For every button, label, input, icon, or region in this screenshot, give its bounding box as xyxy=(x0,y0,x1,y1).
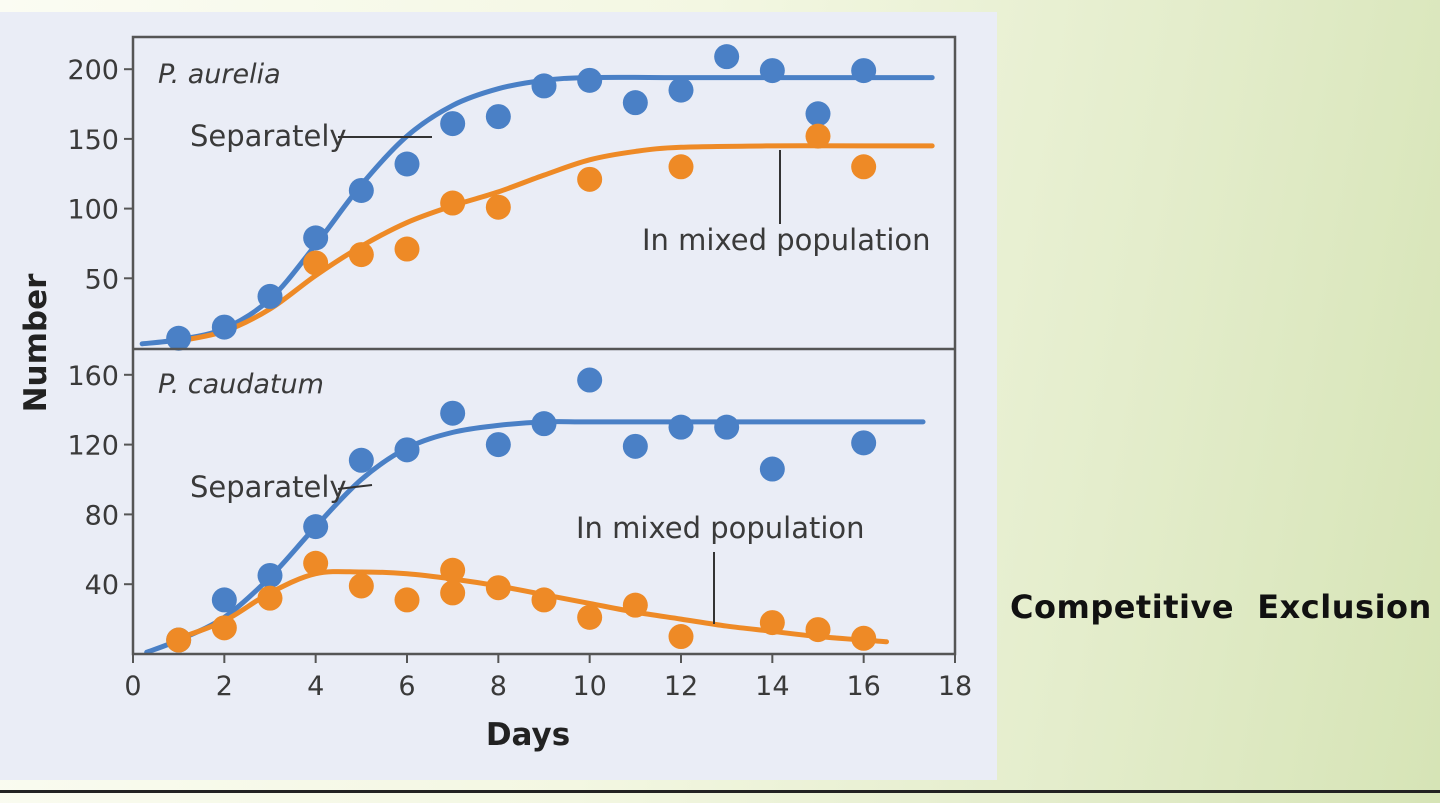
data-point-separately-panel1 xyxy=(440,111,466,137)
data-point-separately-panel2 xyxy=(851,430,877,456)
data-point-separately-panel1 xyxy=(211,314,237,340)
data-point-mixed-panel1 xyxy=(303,250,329,276)
data-point-separately-panel2 xyxy=(348,447,374,473)
data-point-mixed-panel2 xyxy=(851,625,877,651)
data-point-mixed-panel2 xyxy=(303,550,329,576)
data-point-mixed-panel2 xyxy=(348,573,374,599)
data-point-mixed-panel2 xyxy=(668,624,694,650)
bottom-divider xyxy=(0,790,1440,793)
y-tick-label-panel1: 50 xyxy=(85,264,119,295)
data-point-separately-panel1 xyxy=(851,58,877,84)
annotation-leader-separately-panel2 xyxy=(337,484,373,490)
fit-curve-mixed-panel1 xyxy=(176,143,935,344)
x-tick-label: 14 xyxy=(755,671,789,702)
data-point-separately-panel2 xyxy=(622,433,648,459)
x-tick-label: 4 xyxy=(307,671,324,702)
annotation-mixed-panel1: In mixed population xyxy=(642,223,931,257)
data-point-separately-panel1 xyxy=(714,44,740,70)
species-label-panel2: P. caudatum xyxy=(158,369,324,400)
annotation-mixed-panel2: In mixed population xyxy=(576,511,865,545)
data-point-separately-panel2 xyxy=(485,432,511,458)
data-point-separately-panel2 xyxy=(531,411,557,437)
fit-curve-separately-panel2 xyxy=(144,419,926,655)
data-point-mixed-panel2 xyxy=(440,580,466,606)
data-point-separately-panel1 xyxy=(303,225,329,251)
data-point-mixed-panel1 xyxy=(577,166,603,192)
data-point-mixed-panel2 xyxy=(257,585,283,611)
fit-curve-mixed-panel2 xyxy=(176,569,889,645)
data-point-separately-panel2 xyxy=(668,414,694,440)
data-point-separately-panel1 xyxy=(622,90,648,116)
data-point-separately-panel2 xyxy=(211,587,237,613)
chart-figure: 50 100 150 200 P. aurelia 40 80 120 160 P. caudat… xyxy=(0,12,997,780)
data-point-separately-panel2 xyxy=(759,456,785,482)
x-tick-label: 8 xyxy=(490,671,507,702)
y-axis-title: Number xyxy=(18,273,54,413)
data-point-mixed-panel2 xyxy=(166,627,192,653)
x-tick-label: 18 xyxy=(938,671,972,702)
data-point-separately-panel1 xyxy=(348,177,374,203)
data-point-separately-panel1 xyxy=(166,325,192,351)
data-point-separately-panel2 xyxy=(577,367,603,393)
y-tick-label-panel1: 200 xyxy=(67,55,119,86)
y-tick-label-panel2: 80 xyxy=(85,500,119,531)
data-point-mixed-panel1 xyxy=(805,123,831,149)
data-point-mixed-panel2 xyxy=(394,587,420,613)
data-point-separately-panel2 xyxy=(714,414,740,440)
species-label-panel1: P. aurelia xyxy=(158,59,281,90)
data-point-mixed-panel2 xyxy=(759,610,785,636)
data-point-mixed-panel2 xyxy=(622,592,648,618)
data-point-mixed-panel2 xyxy=(805,617,831,643)
data-point-mixed-panel1 xyxy=(394,236,420,262)
y-tick-label-panel2: 160 xyxy=(67,361,119,392)
x-tick-label: 12 xyxy=(664,671,698,702)
data-point-mixed-panel2 xyxy=(440,557,466,583)
y-tick-label-panel2: 120 xyxy=(67,431,119,462)
y-tick-label-panel1: 150 xyxy=(67,125,119,156)
data-point-mixed-panel1 xyxy=(851,154,877,180)
data-point-separately-panel2 xyxy=(440,400,466,426)
data-point-separately-panel1 xyxy=(257,283,283,309)
data-point-mixed-panel2 xyxy=(577,604,603,630)
annotation-separately-panel2: Separately xyxy=(190,470,347,504)
x-axis-title: Days xyxy=(486,717,570,753)
annotation-separately-panel1: Separately xyxy=(190,119,347,153)
data-point-mixed-panel1 xyxy=(348,242,374,268)
data-point-separately-panel1 xyxy=(531,73,557,99)
x-tick-label: 16 xyxy=(846,671,880,702)
data-point-separately-panel1 xyxy=(759,58,785,84)
y-tick-label-panel2: 40 xyxy=(85,570,119,601)
x-tick-label: 10 xyxy=(572,671,606,702)
data-point-mixed-panel2 xyxy=(531,587,557,613)
data-point-separately-panel2 xyxy=(257,562,283,588)
data-point-mixed-panel2 xyxy=(211,615,237,641)
x-tick-label: 0 xyxy=(124,671,141,702)
data-point-separately-panel1 xyxy=(394,151,420,177)
plot-frame xyxy=(131,35,957,656)
data-point-mixed-panel2 xyxy=(485,575,511,601)
x-tick-label: 6 xyxy=(398,671,415,702)
data-point-separately-panel1 xyxy=(668,77,694,103)
data-point-mixed-panel1 xyxy=(440,190,466,216)
data-point-separately-panel2 xyxy=(303,514,329,540)
data-point-separately-panel1 xyxy=(577,67,603,93)
x-tick-label: 2 xyxy=(216,671,233,702)
data-point-separately-panel1 xyxy=(485,104,511,130)
slide-caption: Competitive Exclusion xyxy=(1010,588,1432,626)
data-point-mixed-panel1 xyxy=(485,194,511,220)
y-tick-label-panel1: 100 xyxy=(67,195,119,226)
data-point-separately-panel2 xyxy=(394,437,420,463)
data-point-separately-panel1 xyxy=(805,101,831,127)
data-point-mixed-panel1 xyxy=(668,154,694,180)
